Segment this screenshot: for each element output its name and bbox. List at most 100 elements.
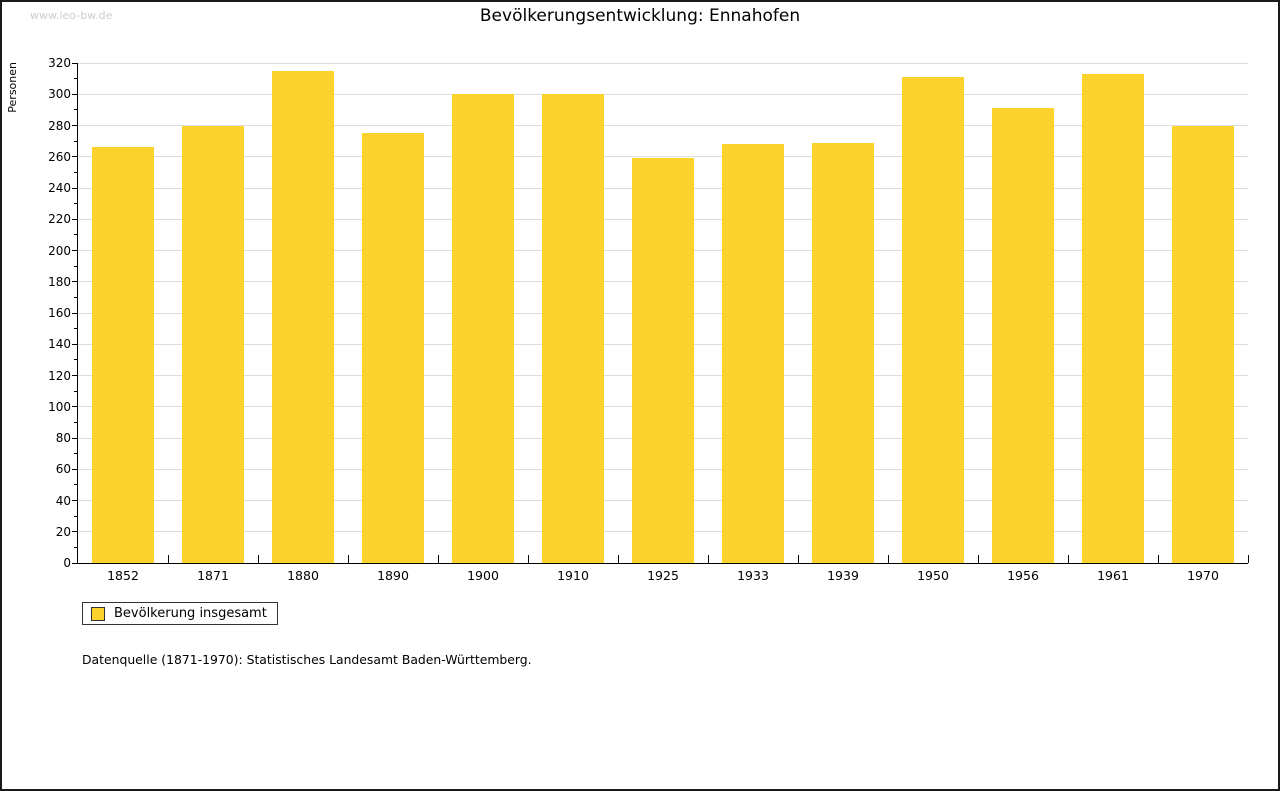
y-tick-label: 20: [55, 524, 71, 539]
y-major-tick: [72, 218, 78, 220]
x-tick-label: 1925: [647, 568, 679, 583]
y-tick-label: 220: [48, 212, 71, 227]
x-tick-label: 1961: [1097, 568, 1129, 583]
y-minor-tick: [74, 484, 78, 486]
y-tick-label: 120: [48, 368, 71, 383]
x-boundary-tick: [977, 555, 979, 563]
y-minor-tick: [74, 78, 78, 80]
x-boundary-tick: [707, 555, 709, 563]
bar-1890: [362, 133, 424, 563]
y-minor-tick: [74, 421, 78, 423]
gridline: [78, 93, 1248, 95]
gridline: [78, 62, 1248, 64]
bar-1956: [992, 108, 1054, 563]
chart-title: Bevölkerungsentwicklung: Ennahofen: [479, 6, 801, 26]
y-major-tick: [72, 375, 78, 376]
x-tick-label: 1900: [467, 568, 499, 583]
y-tick-label: 100: [48, 399, 71, 414]
bar-1933: [722, 144, 784, 563]
bar-1970: [1172, 125, 1234, 563]
x-tick-label: 1956: [1007, 568, 1039, 583]
y-minor-tick: [74, 109, 78, 111]
x-boundary-tick: [167, 555, 169, 563]
bar-1961: [1082, 73, 1144, 563]
x-tick-label: 1939: [827, 568, 859, 583]
y-major-tick: [72, 437, 78, 439]
x-boundary-tick: [257, 555, 259, 563]
y-tick-label: 280: [48, 118, 71, 133]
x-tick-label: 1970: [1187, 568, 1219, 583]
x-tick-label: 1910: [557, 568, 589, 583]
bar-1880: [272, 70, 334, 563]
y-tick-label: 260: [48, 149, 71, 164]
y-major-tick: [72, 125, 78, 126]
legend-box: Bevölkerung insgesamt: [82, 602, 278, 625]
x-tick-label: 1871: [197, 568, 229, 583]
source-notes: Datenquelle (1871-1970): Statistisches L…: [82, 639, 532, 666]
legend-color-swatch-icon: [91, 606, 105, 621]
watermark: www.leo-bw.de: [30, 9, 113, 22]
y-tick-label: 0: [63, 556, 71, 570]
y-major-tick: [72, 62, 78, 64]
y-major-tick: [72, 500, 78, 501]
y-tick-label: 320: [48, 56, 71, 70]
x-tick-label: 1852: [107, 568, 139, 583]
y-minor-tick: [74, 203, 78, 205]
x-tick-label: 1933: [737, 568, 769, 583]
x-boundary-tick: [1067, 555, 1069, 563]
gridline: [78, 156, 1248, 158]
y-major-tick: [72, 93, 78, 95]
y-major-tick: [72, 281, 78, 283]
x-boundary-tick: [527, 555, 529, 563]
y-tick-label: 180: [48, 274, 71, 289]
gridline: [78, 125, 1248, 126]
y-tick-label: 60: [55, 462, 71, 477]
y-minor-tick: [74, 234, 78, 236]
y-minor-tick: [74, 296, 78, 298]
plot-area: 0 20 40 60 80 100 120 140 160 180 200 220 240 260 280 3…: [48, 57, 1249, 583]
bar-1939: [812, 142, 874, 563]
y-major-tick: [72, 406, 78, 408]
y-major-tick: [72, 468, 78, 470]
y-major-tick: [72, 250, 78, 251]
y-major-tick: [72, 562, 78, 564]
y-major-tick: [72, 312, 78, 314]
bar-1950: [902, 77, 964, 563]
y-minor-tick: [74, 265, 78, 267]
bar-1900: [452, 94, 514, 563]
bar-1852: [92, 147, 154, 563]
x-tick-label: 1890: [377, 568, 409, 583]
x-boundary-tick: [347, 555, 349, 563]
y-tick-label: 80: [55, 431, 71, 445]
y-major-tick: [72, 156, 78, 158]
y-tick-label: 140: [48, 337, 71, 352]
datasource-line: Datenquelle (1871-1970): Statistisches L…: [82, 651, 532, 667]
bar-1925: [632, 158, 694, 563]
y-major-tick: [72, 187, 78, 189]
x-boundary-tick: [437, 555, 439, 563]
y-minor-tick: [74, 171, 78, 173]
y-tick-label: 200: [48, 243, 71, 258]
y-tick-label: 240: [48, 181, 71, 195]
bar-1910: [542, 94, 604, 563]
y-minor-tick: [74, 140, 78, 142]
bar-1871: [182, 125, 244, 563]
y-minor-tick: [74, 546, 78, 548]
y-tick-label: 160: [48, 306, 71, 320]
y-minor-tick: [74, 390, 78, 392]
x-tick-label: 1880: [287, 568, 319, 583]
legend-label: Bevölkerung insgesamt: [114, 606, 267, 621]
y-major-tick: [72, 531, 78, 533]
y-tick-label: 300: [48, 87, 71, 102]
y-tick-label: 40: [55, 493, 71, 508]
y-minor-tick: [74, 515, 78, 517]
x-boundary-tick: [617, 555, 619, 563]
y-minor-tick: [74, 328, 78, 330]
x-boundary-tick: [797, 555, 799, 563]
x-tick-label: 1950: [917, 568, 949, 583]
x-boundary-tick: [887, 555, 889, 563]
y-minor-tick: [74, 359, 78, 361]
y-minor-tick: [74, 453, 78, 455]
x-boundary-tick: [1157, 555, 1159, 563]
